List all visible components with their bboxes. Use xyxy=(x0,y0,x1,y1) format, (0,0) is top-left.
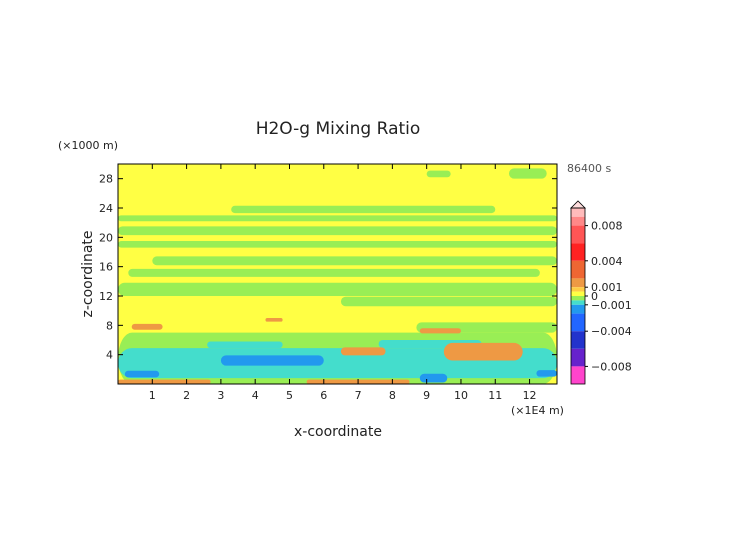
time-label: 86400 s xyxy=(567,162,611,175)
contour-region xyxy=(419,373,448,383)
colorbar-tick-label: −0.008 xyxy=(591,360,632,373)
x-tick-label: 1 xyxy=(149,389,156,402)
colorbar-tick-label: −0.001 xyxy=(591,299,632,312)
colorbar-extend-arrow xyxy=(570,200,586,209)
contour-region xyxy=(152,256,557,266)
colorbar-segment xyxy=(571,296,585,301)
y-tick-label: 28 xyxy=(99,173,113,186)
y-tick-label: 20 xyxy=(99,231,113,244)
plot-area xyxy=(118,164,557,384)
contour-region xyxy=(131,323,163,330)
colorbar-segment xyxy=(571,313,585,332)
colorbar-segment xyxy=(571,260,585,279)
contour-region xyxy=(340,347,386,356)
contour-region xyxy=(118,241,557,248)
y-unit-label: (×1000 m) xyxy=(58,139,118,152)
contour-region xyxy=(536,370,557,377)
y-tick-label: 8 xyxy=(106,319,113,332)
x-tick-label: 11 xyxy=(488,389,502,402)
plot-frame xyxy=(117,163,558,385)
colorbar-segment xyxy=(571,291,585,296)
colorbar-tick-label: 0.008 xyxy=(591,220,623,233)
contour-region xyxy=(340,296,557,307)
chart-title: H2O-g Mixing Ratio xyxy=(256,119,421,139)
x-tick-label: 4 xyxy=(252,389,259,402)
y-tick-label: 4 xyxy=(106,349,113,362)
x-tick-label: 10 xyxy=(454,389,468,402)
colorbar-segment xyxy=(571,243,585,261)
y-tick-label: 24 xyxy=(99,202,113,215)
y-tick-label: 12 xyxy=(99,290,113,303)
x-unit-label: (×1E4 m) xyxy=(511,404,564,417)
y-axis-label: z-coordinate xyxy=(80,230,96,317)
x-tick-label: 12 xyxy=(523,389,537,402)
contour-region xyxy=(419,328,461,334)
colorbar-segment xyxy=(571,208,585,217)
colorbar-segment xyxy=(571,225,585,244)
contour-region xyxy=(231,205,496,214)
contour-region xyxy=(207,341,283,349)
x-tick-label: 7 xyxy=(355,389,362,402)
x-axis-label: x-coordinate xyxy=(294,424,382,440)
contour-region xyxy=(128,268,540,277)
contour-region xyxy=(118,282,557,296)
x-tick-label: 5 xyxy=(286,389,293,402)
x-tick-label: 9 xyxy=(423,389,430,402)
x-tick-label: 2 xyxy=(183,389,190,402)
x-tick-label: 3 xyxy=(217,389,224,402)
contour-layer-blue-low xyxy=(124,355,557,383)
contour-region xyxy=(118,379,211,384)
contour-region xyxy=(118,215,557,222)
contour-region xyxy=(443,342,523,361)
colorbar-segment xyxy=(571,300,585,305)
contour-region xyxy=(220,355,324,366)
colorbar-tick-label: 0 xyxy=(591,290,598,303)
colorbar-segment xyxy=(571,348,585,367)
colorbar-segment xyxy=(571,278,585,288)
x-tick-label: 6 xyxy=(320,389,327,402)
contour-layer-orange-upper xyxy=(131,318,461,334)
colorbar-segment xyxy=(571,366,585,384)
contour-region xyxy=(124,370,160,378)
colorbar-segment xyxy=(571,331,585,349)
contour-region xyxy=(508,168,547,179)
contour-region xyxy=(265,318,283,322)
colorbar-tick-label: −0.004 xyxy=(591,325,632,338)
colorbar-tick-label: 0.004 xyxy=(591,255,623,268)
contour-region xyxy=(426,170,451,178)
contour-region xyxy=(118,226,557,236)
colorbar-segment xyxy=(571,304,585,314)
colorbar-segment xyxy=(571,287,585,292)
y-tick-label: 16 xyxy=(99,261,113,274)
colorbar-tick-label: 0.001 xyxy=(591,281,623,294)
colorbar-segment xyxy=(571,216,585,226)
x-tick-label: 8 xyxy=(389,389,396,402)
